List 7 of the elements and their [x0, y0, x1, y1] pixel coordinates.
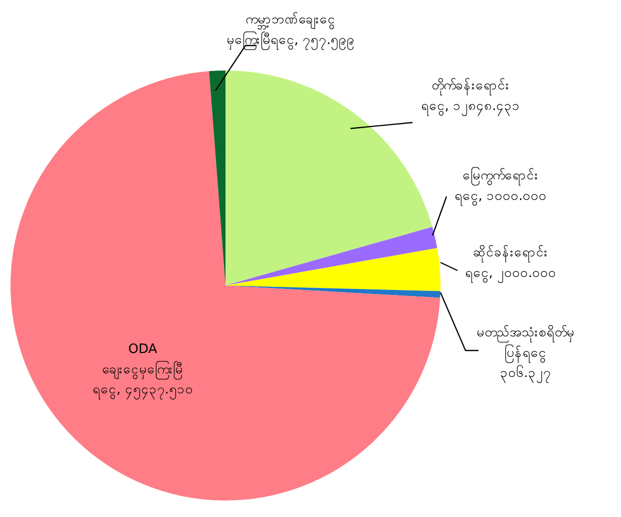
slice-label: ဆိုင်ခန်းရောင်း ရငွေ, ၂၀၀၀.၀၀၀ — [464, 244, 556, 283]
data-label: ၃၀၆.၃၂၇ — [500, 365, 552, 383]
slice-label: ကမ္ဘာ့ဘဏ်ချေးငွေ မှကြေးမြီရငွေ, ၇၅၇.၅၉၉ — [226, 12, 355, 50]
slice-label: တိုက်ခန်းရောင်း ရငွေ, ၁၂၈၄၈.၄၃၁ — [420, 78, 520, 116]
slice-label: ODA ချေးငွေမှကြေးမြီ ရငွေ, ၄၅၄၃၇.၅၁၀ — [92, 342, 193, 400]
slice-label: မတည်အသုံးစရိတ်မှ ပြန်ရငွေ — [476, 324, 574, 363]
slice-label: မြေကွက်ရောင်း ရငွေ, ၁၀၀၀.၀၀၀ — [454, 166, 547, 206]
